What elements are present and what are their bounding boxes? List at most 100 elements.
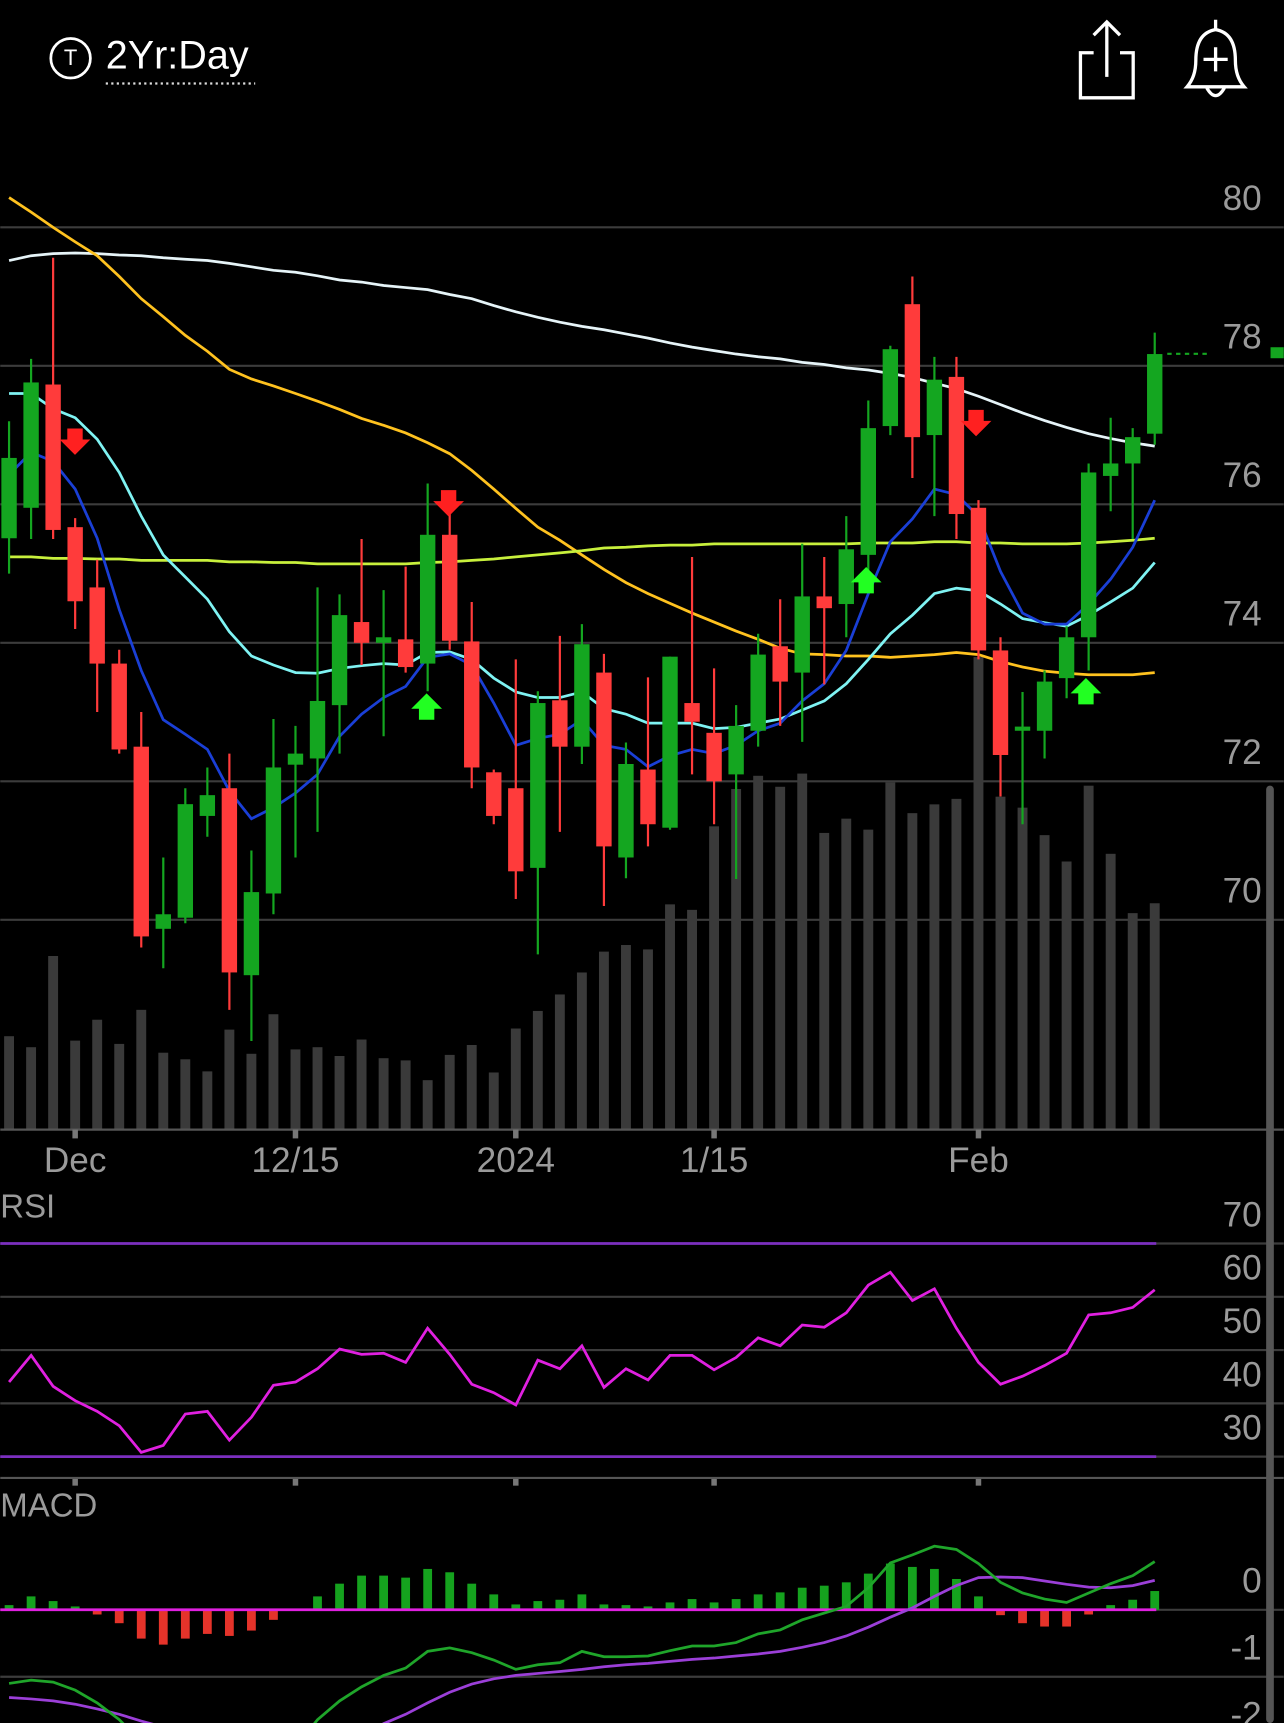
- alert-button[interactable]: [1183, 19, 1248, 98]
- histogram-bar: [357, 1575, 366, 1610]
- volume-bar: [1149, 903, 1160, 1130]
- candle-body: [838, 549, 854, 605]
- bell-clapper: [1205, 87, 1226, 98]
- volume-bar: [334, 1055, 345, 1130]
- timeframe-label: 2Yr:Day: [106, 34, 249, 78]
- volume-bar: [510, 1028, 521, 1130]
- volume-bar: [92, 1019, 103, 1130]
- volume-bar: [1039, 835, 1050, 1130]
- histogram-bar: [577, 1594, 587, 1610]
- y-tick-label: 80: [1223, 179, 1262, 218]
- candle-body: [662, 656, 678, 828]
- candle-body: [23, 382, 39, 508]
- volume-bar: [731, 788, 742, 1130]
- candle-body: [508, 788, 524, 872]
- candle-body: [1102, 463, 1119, 476]
- histogram-bar: [224, 1609, 234, 1636]
- signal-arrows: [59, 409, 1102, 720]
- candle-body: [177, 804, 194, 918]
- x-tick-label: Feb: [948, 1141, 1009, 1180]
- candle-body: [221, 788, 238, 973]
- candle-body: [948, 376, 965, 515]
- volume-bar: [797, 773, 808, 1130]
- volume-bar: [598, 951, 609, 1130]
- sell-arrow: [59, 428, 91, 455]
- candle-body: [486, 772, 502, 816]
- candle-body: [574, 644, 590, 747]
- volume-bar: [709, 826, 720, 1130]
- candle-body: [464, 641, 480, 768]
- timeframe-selector[interactable]: T 2Yr:Day: [49, 34, 256, 85]
- candle-body: [684, 703, 700, 722]
- volume-bar: [1017, 807, 1028, 1130]
- histogram-bar: [775, 1592, 785, 1610]
- histogram-bar: [423, 1568, 433, 1610]
- candle-body: [353, 622, 370, 643]
- candle-body: [750, 654, 766, 731]
- candle-body: [1036, 681, 1053, 731]
- candle-body: [926, 379, 943, 436]
- volume-bar: [488, 1072, 499, 1130]
- volume-bar: [775, 786, 786, 1130]
- volume-bar: [643, 949, 653, 1130]
- candle-body: [397, 639, 414, 668]
- candle-body: [243, 892, 260, 976]
- candle-body: [640, 769, 656, 825]
- volume-bar: [687, 909, 697, 1130]
- histogram-bar: [511, 1604, 521, 1610]
- volume-bar: [356, 1039, 367, 1130]
- volume-bar: [1105, 853, 1116, 1130]
- histogram-bar: [996, 1609, 1005, 1616]
- histogram-bar: [555, 1599, 565, 1610]
- volume-bar: [378, 1058, 389, 1130]
- panel-title: MACD: [0, 1486, 97, 1523]
- volume-bar: [995, 796, 1006, 1130]
- y-tick-label: 70: [1223, 1195, 1262, 1234]
- candle-body: [309, 700, 326, 759]
- candle-body: [155, 914, 171, 929]
- volume-bar: [532, 1010, 543, 1130]
- y-tick-label: 60: [1223, 1249, 1262, 1288]
- histogram-bar: [709, 1602, 719, 1610]
- sell-arrow: [960, 409, 992, 437]
- moving-average: [9, 536, 1155, 566]
- candle-body: [772, 646, 788, 682]
- volume-bar: [246, 1053, 257, 1130]
- y-tick-label: 30: [1223, 1409, 1262, 1448]
- histogram-bar: [1040, 1609, 1049, 1627]
- candle-body: [794, 596, 810, 673]
- histogram-bar: [643, 1606, 653, 1610]
- y-tick-label: 40: [1223, 1355, 1262, 1394]
- y-tick-label: -1: [1230, 1629, 1261, 1668]
- candle-body: [1125, 437, 1141, 464]
- volume-bar: [400, 1060, 411, 1130]
- volume-bar: [444, 1054, 455, 1130]
- histogram-bar: [753, 1594, 763, 1610]
- volume-bar: [753, 775, 764, 1130]
- panel-title: RSI: [0, 1187, 55, 1224]
- candle-body: [618, 763, 634, 858]
- histogram-bar: [4, 1605, 14, 1610]
- chart-area: 70 72 74 76 78 80 Dec 12/15 2024 1/15 Feb 30 40 50 60 7…: [0, 179, 1284, 1723]
- histogram-bar: [621, 1605, 631, 1610]
- histogram-bar: [202, 1609, 212, 1634]
- histogram-bar: [1018, 1609, 1027, 1624]
- candle-body: [860, 428, 877, 555]
- histogram-bar: [180, 1609, 190, 1639]
- rsi-line: [8, 1270, 1156, 1454]
- candle-body: [1, 457, 17, 539]
- candle-body: [442, 534, 458, 641]
- share-button[interactable]: [1078, 19, 1135, 100]
- candle-body: [992, 650, 1009, 755]
- y-tick-label: 70: [1223, 872, 1262, 911]
- y-tick-label: 78: [1223, 318, 1262, 357]
- buy-arrow: [411, 693, 443, 720]
- scrollbar[interactable]: [1266, 785, 1274, 1723]
- volume-bar: [422, 1080, 433, 1130]
- candle-body: [596, 672, 612, 847]
- bell: [1183, 27, 1248, 89]
- histogram-bar: [687, 1599, 697, 1610]
- histogram-bar: [269, 1609, 278, 1620]
- candle-body: [1147, 354, 1163, 434]
